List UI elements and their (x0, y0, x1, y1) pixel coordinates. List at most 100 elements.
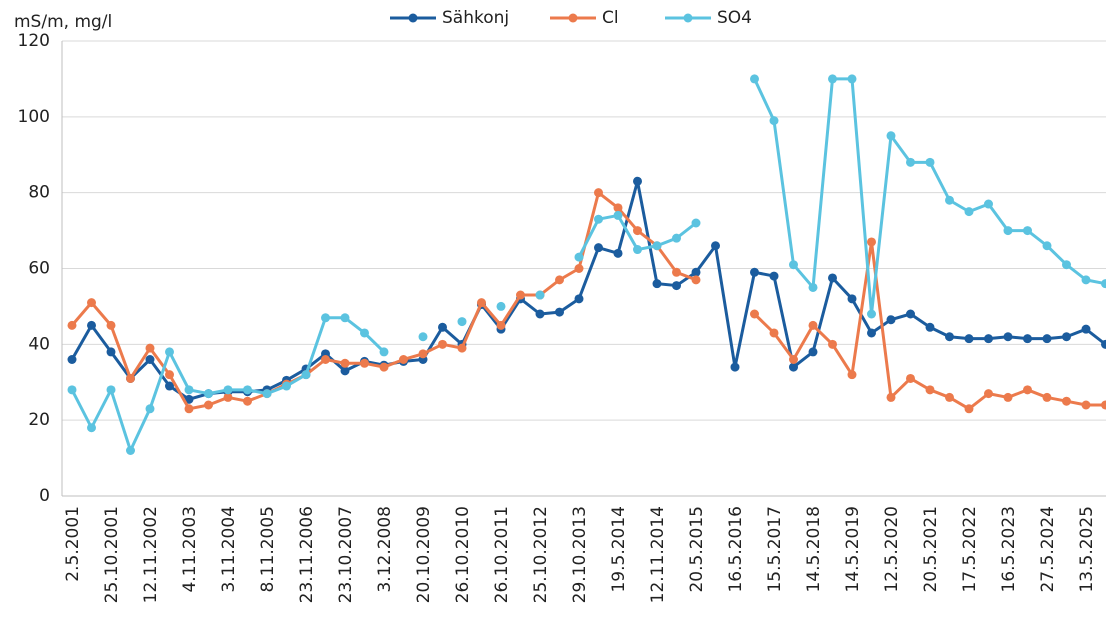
data-point (496, 301, 506, 311)
data-point (321, 313, 330, 323)
data-point (691, 267, 701, 277)
data-point (789, 362, 798, 372)
data-point (184, 404, 194, 414)
data-point (769, 271, 779, 281)
x-tick-label: 2.5.2001 (63, 506, 83, 582)
data-point (223, 385, 233, 395)
data-point (925, 322, 935, 332)
data-point (223, 392, 233, 402)
data-point (906, 309, 915, 319)
data-point (984, 334, 993, 344)
data-point (613, 210, 623, 220)
data-point (691, 275, 701, 285)
x-tick-label: 23.11.2006 (297, 506, 317, 603)
data-point (828, 74, 837, 84)
data-point (535, 290, 545, 300)
data-point (847, 370, 857, 380)
data-point (711, 241, 720, 251)
series-line (70, 179, 1106, 401)
data-point (184, 385, 194, 395)
data-point (438, 339, 447, 349)
data-point (165, 381, 174, 391)
data-point (906, 373, 915, 383)
data-point (340, 366, 350, 376)
x-tick-label: 20.5.2021 (921, 506, 941, 593)
data-point (652, 241, 662, 251)
data-point (964, 334, 974, 344)
x-tick-label: 3.11.2004 (219, 506, 239, 593)
data-point (613, 203, 623, 213)
data-point (808, 282, 818, 292)
y-tick-label: 0 (39, 486, 50, 506)
data-point (769, 328, 779, 338)
data-point (87, 320, 96, 330)
data-point (652, 279, 662, 289)
data-point (145, 404, 155, 414)
y-tick-label: 100 (18, 107, 50, 127)
data-point (1042, 392, 1052, 402)
x-tick-label: 12.11.2002 (141, 506, 161, 603)
data-point (1042, 334, 1052, 344)
data-point (418, 332, 428, 342)
data-point (1003, 392, 1013, 402)
x-tick-label: 12.5.2020 (882, 506, 902, 593)
data-point (340, 358, 350, 368)
data-point (321, 355, 330, 364)
data-point (1081, 275, 1091, 285)
data-point (594, 243, 603, 253)
data-point (945, 195, 954, 205)
data-point (340, 313, 350, 323)
legend-marker (408, 13, 418, 23)
data-point (145, 343, 155, 353)
y-tick-label: 120 (18, 31, 50, 51)
data-point (165, 347, 174, 357)
data-point (243, 385, 252, 395)
data-point (750, 309, 759, 319)
data-point (243, 396, 252, 406)
data-point (87, 298, 96, 308)
data-point (67, 385, 77, 395)
x-tick-label: 20.5.2015 (687, 506, 707, 593)
data-point (457, 317, 467, 327)
y-tick-label: 20 (28, 410, 50, 430)
data-point (925, 385, 935, 395)
series-line (70, 191, 1106, 411)
data-point (204, 400, 213, 410)
data-point (633, 226, 642, 236)
data-point (1023, 334, 1032, 344)
data-point (1062, 332, 1071, 342)
data-point (925, 157, 935, 167)
x-tick-label: 29.10.2013 (570, 506, 590, 603)
data-point (1101, 400, 1106, 410)
data-point (672, 233, 681, 243)
data-point (555, 275, 564, 285)
data-point (789, 260, 798, 270)
data-point (1101, 339, 1106, 349)
x-tick-label: 25.10.2012 (531, 506, 551, 603)
data-point (399, 355, 408, 364)
data-point (106, 347, 116, 357)
data-point (184, 394, 194, 404)
data-point (1062, 260, 1071, 270)
data-point (477, 298, 486, 308)
x-tick-label: 12.11.2014 (648, 506, 668, 603)
legend-label: SO4 (717, 8, 752, 28)
legend-item: Cl (550, 8, 619, 28)
legend-item: SO4 (665, 8, 752, 28)
legend-marker (568, 13, 578, 23)
x-tick-label: 19.5.2014 (609, 506, 629, 593)
data-point (1081, 324, 1091, 334)
y-tick-label: 80 (28, 183, 50, 203)
data-point (1081, 400, 1091, 410)
data-point (1062, 396, 1071, 406)
data-point (457, 343, 467, 353)
x-tick-label: 4.11.2003 (180, 506, 200, 593)
data-point (633, 176, 642, 186)
x-tick-label: 26.10.2011 (492, 506, 512, 603)
x-tick-label: 26.10.2010 (453, 506, 473, 603)
data-point (613, 248, 623, 258)
data-point (691, 218, 701, 228)
data-point (672, 267, 681, 277)
data-point (1023, 226, 1032, 236)
